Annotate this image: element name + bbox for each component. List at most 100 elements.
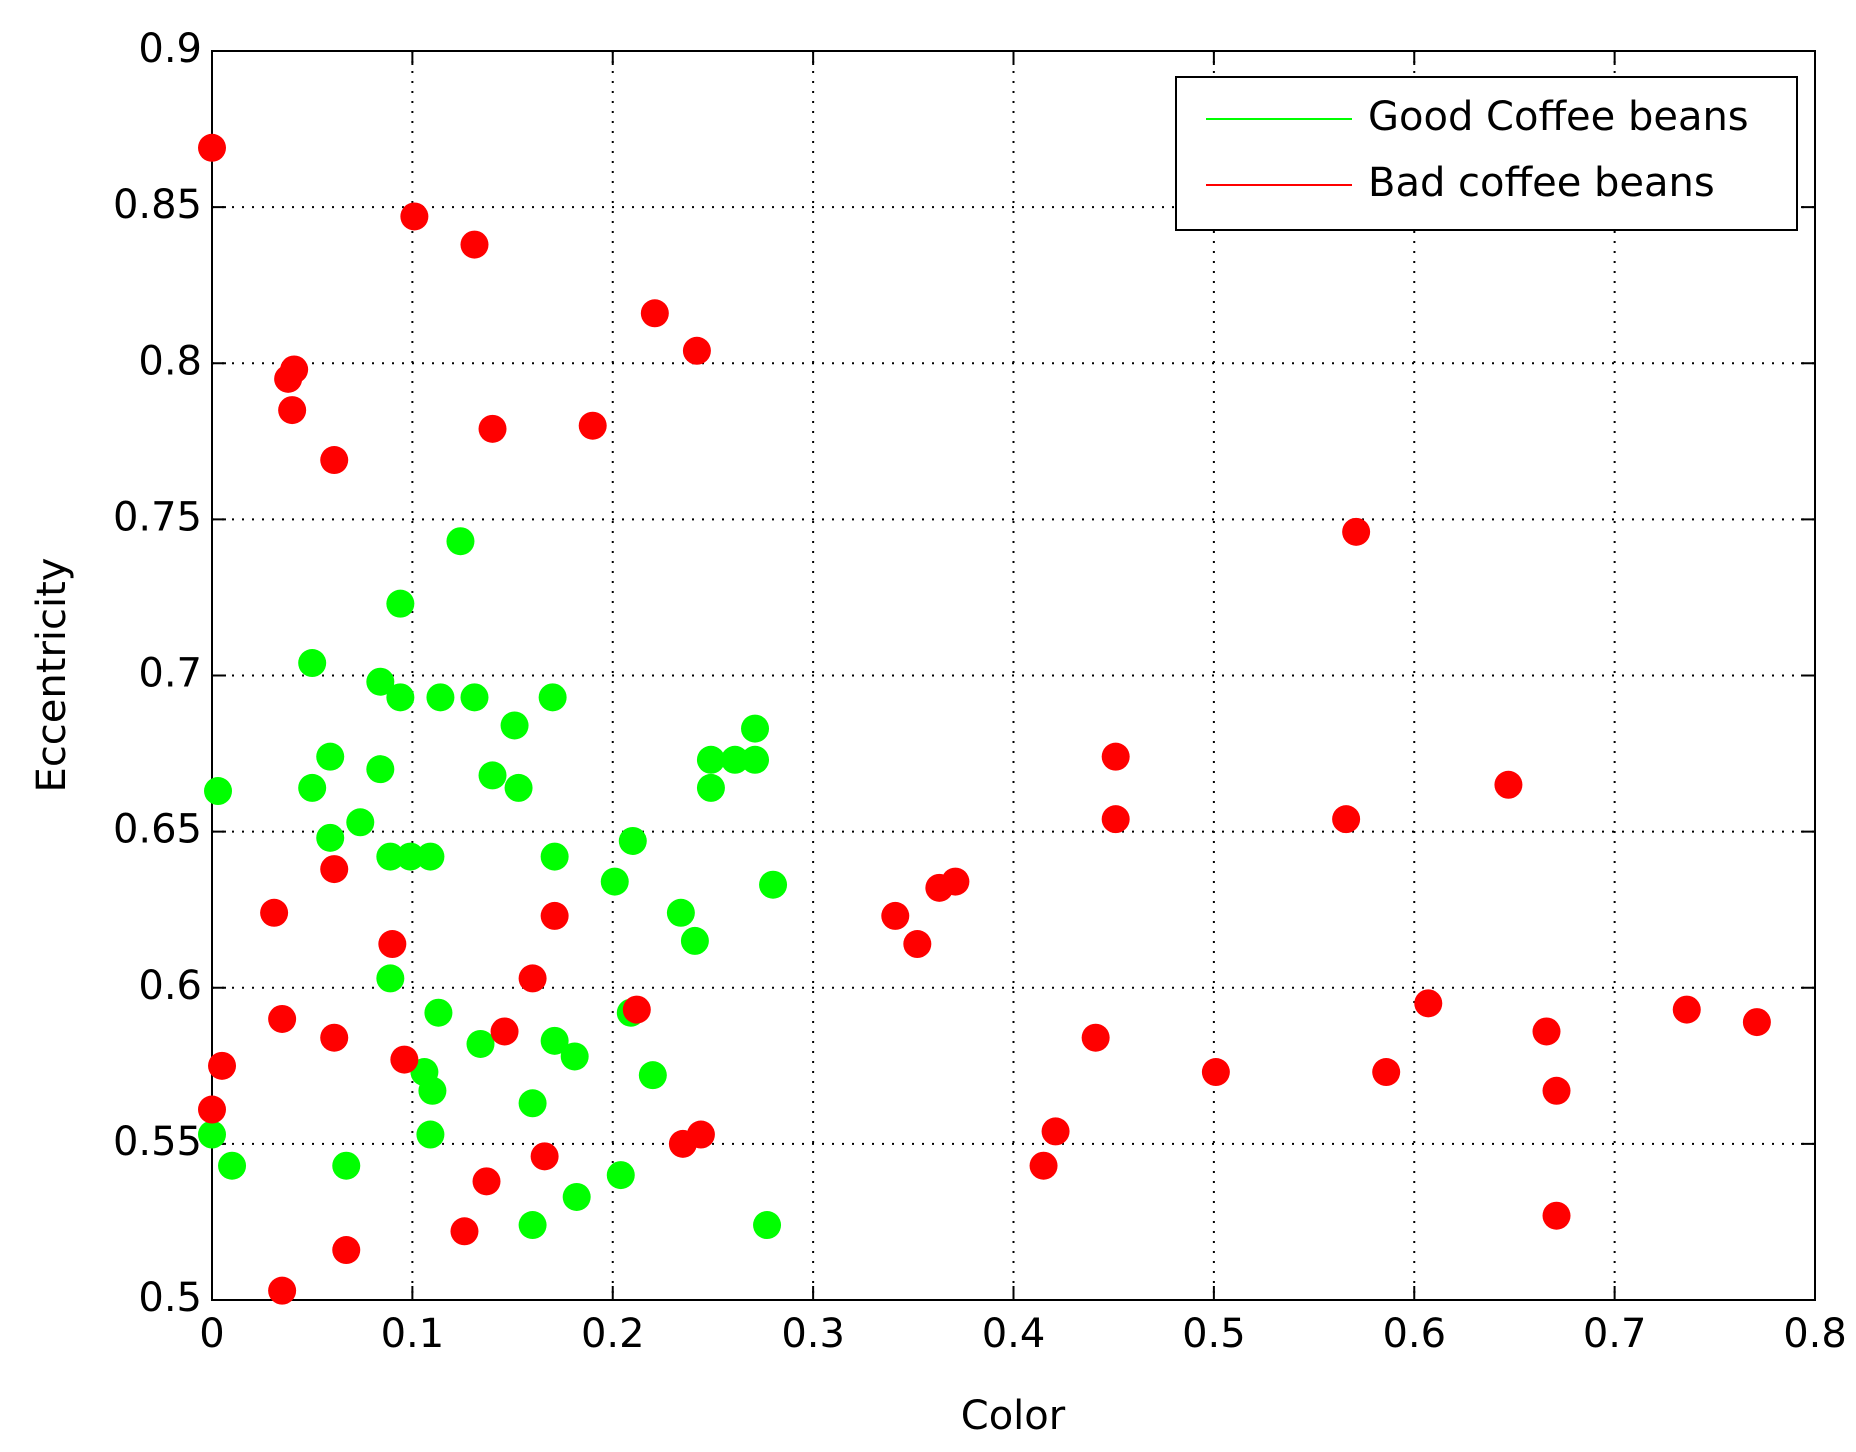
point	[686, 1120, 715, 1149]
point	[386, 683, 415, 712]
point	[540, 1026, 569, 1055]
point	[390, 1045, 419, 1074]
point	[720, 745, 749, 774]
point	[316, 742, 345, 771]
y-tick-label: 0.75	[113, 494, 202, 540]
point	[366, 755, 395, 784]
x-tick-label: 0.8	[1783, 1311, 1847, 1357]
point	[540, 901, 569, 930]
point	[682, 336, 711, 365]
point	[753, 1211, 782, 1240]
point	[478, 761, 507, 790]
x-tick-label: 0.3	[781, 1311, 845, 1357]
point	[618, 826, 647, 855]
point	[320, 1023, 349, 1052]
point	[198, 133, 226, 162]
point	[538, 683, 567, 712]
x-tick-label: 0.2	[581, 1311, 645, 1357]
point	[218, 1151, 247, 1180]
point	[298, 773, 327, 802]
legend-label: Good Coffee beans	[1368, 94, 1749, 140]
point	[696, 773, 725, 802]
point	[366, 667, 395, 696]
y-tick-label: 0.55	[113, 1119, 202, 1165]
point	[640, 299, 669, 328]
point	[741, 745, 770, 774]
point	[332, 1151, 361, 1180]
point	[1342, 517, 1371, 546]
point	[1101, 805, 1130, 834]
point	[268, 1004, 297, 1033]
point	[1542, 1076, 1571, 1105]
point	[903, 930, 932, 959]
point	[386, 589, 415, 618]
point	[759, 870, 788, 899]
y-tick-label: 0.5	[138, 1275, 202, 1321]
point	[638, 1061, 667, 1090]
x-tick-label: 0.7	[1583, 1311, 1647, 1357]
point	[316, 823, 345, 852]
point	[500, 711, 529, 740]
point	[268, 1276, 297, 1305]
legend-label: Bad coffee beans	[1368, 160, 1715, 206]
point	[881, 901, 910, 930]
point	[1494, 770, 1523, 799]
point	[578, 411, 607, 440]
point	[198, 1120, 226, 1149]
y-tick-label: 0.7	[138, 651, 202, 697]
point	[260, 898, 289, 927]
point	[426, 683, 455, 712]
point	[504, 773, 533, 802]
point	[376, 964, 405, 993]
y-tick-label: 0.8	[138, 338, 202, 384]
point	[320, 855, 349, 884]
point	[1672, 995, 1701, 1024]
x-axis-label: Color	[961, 1393, 1066, 1439]
point	[446, 527, 475, 556]
point	[478, 414, 507, 443]
point	[530, 1142, 559, 1171]
point	[1201, 1058, 1230, 1087]
point	[680, 926, 709, 955]
point	[320, 446, 349, 475]
point	[460, 230, 489, 259]
y-tick-label: 0.9	[138, 26, 202, 72]
point	[298, 649, 327, 678]
point	[450, 1217, 479, 1246]
x-tick-label: 0.1	[381, 1311, 445, 1357]
point	[600, 867, 629, 896]
x-tick-label: 0.6	[1382, 1311, 1446, 1357]
y-tick-label: 0.6	[138, 963, 202, 1009]
point	[208, 1051, 237, 1080]
point	[1742, 1008, 1771, 1037]
legend-box	[1175, 76, 1798, 231]
point	[1332, 805, 1361, 834]
axes-box	[211, 50, 1816, 1301]
point	[416, 842, 445, 871]
point	[400, 202, 429, 231]
point	[424, 998, 453, 1027]
point	[622, 995, 651, 1024]
point	[378, 930, 407, 959]
point	[204, 777, 233, 806]
point	[418, 1076, 447, 1105]
point	[274, 364, 303, 393]
point	[1542, 1201, 1571, 1230]
x-tick-label: 0.4	[982, 1311, 1046, 1357]
point	[466, 1029, 495, 1058]
point	[941, 867, 970, 896]
point	[490, 1017, 519, 1046]
point	[741, 714, 770, 743]
point	[518, 964, 547, 993]
point	[332, 1236, 361, 1265]
y-tick-label: 0.65	[113, 807, 202, 853]
x-tick-label: 0	[199, 1311, 224, 1357]
point	[472, 1167, 501, 1196]
y-axis-label: Eccentricity	[29, 558, 75, 793]
point	[562, 1182, 591, 1211]
point	[460, 683, 489, 712]
point	[278, 396, 307, 425]
point	[376, 842, 405, 871]
